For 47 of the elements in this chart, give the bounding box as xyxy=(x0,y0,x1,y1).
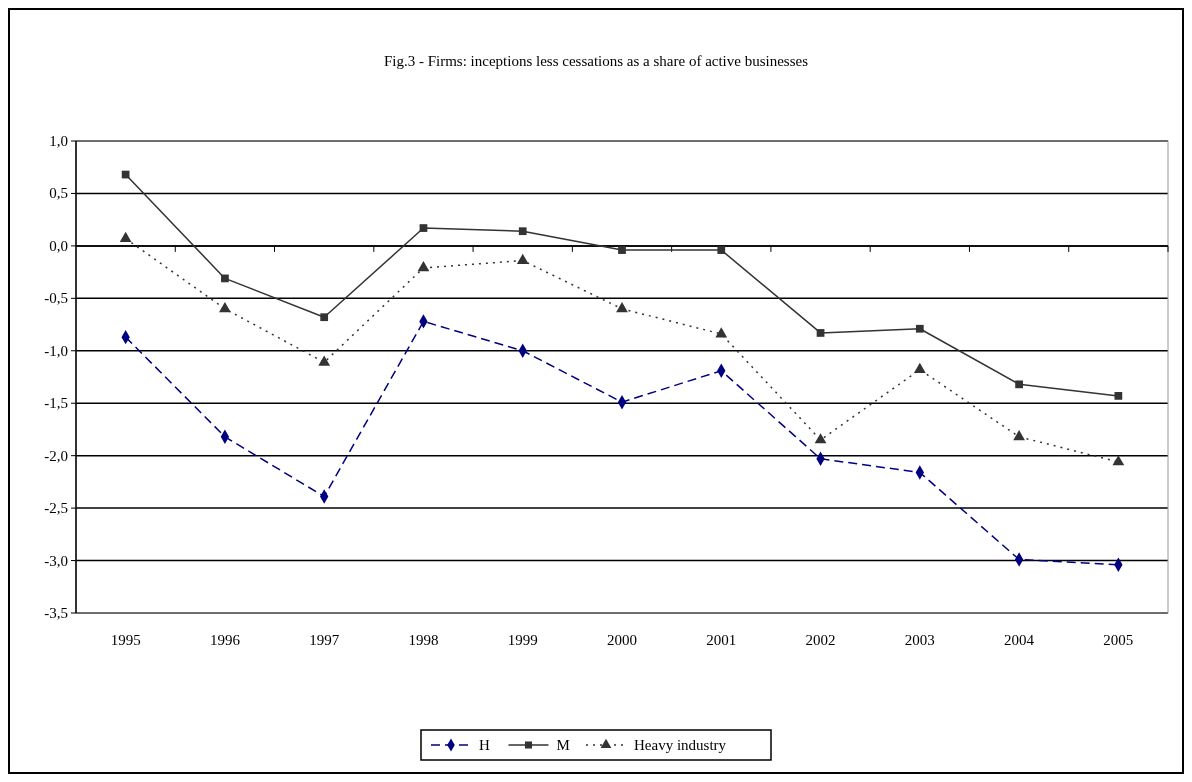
point xyxy=(417,261,430,272)
y-tick-label: -2,0 xyxy=(44,447,68,464)
y-tick-label: 1,0 xyxy=(49,133,68,149)
point xyxy=(219,302,231,313)
legend-label: Heavy industry xyxy=(634,737,727,753)
y-tick-label: -2,5 xyxy=(44,500,68,517)
point xyxy=(915,324,924,333)
y-tick-label: -3,5 xyxy=(44,605,68,621)
y-tick-label: -1,0 xyxy=(44,342,68,359)
x-tick-label: 2005 xyxy=(1103,632,1134,648)
x-tick-label: 2002 xyxy=(805,632,836,648)
x-tick-label: 1997 xyxy=(309,632,340,648)
point xyxy=(221,274,229,283)
y-tick-label: -3,0 xyxy=(44,552,68,569)
point xyxy=(119,231,132,242)
point xyxy=(814,433,827,444)
point xyxy=(1114,392,1123,400)
point xyxy=(419,224,428,232)
point xyxy=(816,329,825,337)
chart-title: Fig.3 - Firms: inceptions less cessations as a share of active businesses xyxy=(383,53,809,69)
point xyxy=(618,246,626,254)
x-tick-label: 2004 xyxy=(1004,632,1035,648)
point xyxy=(320,313,329,322)
y-tick-label: -0,5 xyxy=(44,290,68,307)
point xyxy=(518,227,527,236)
point xyxy=(121,170,130,179)
point xyxy=(1112,455,1125,466)
x-tick-label: 1998 xyxy=(408,632,439,648)
point xyxy=(516,253,529,264)
point xyxy=(1015,380,1023,389)
point xyxy=(1013,429,1025,441)
x-tick-label: 2001 xyxy=(706,632,737,648)
point xyxy=(913,362,926,374)
x-tick-label: 1995 xyxy=(110,632,141,648)
y-tick-label: 0,5 xyxy=(49,185,68,202)
point xyxy=(318,355,331,366)
x-tick-label: 2003 xyxy=(904,632,935,648)
x-tick-label: 2000 xyxy=(607,632,637,648)
x-tick-label: 1996 xyxy=(209,632,241,648)
point xyxy=(616,302,628,313)
point xyxy=(715,327,728,338)
legend-label: H xyxy=(479,737,490,753)
point xyxy=(717,246,726,254)
y-tick-label: -1,5 xyxy=(44,395,68,412)
y-tick-label: 0,0 xyxy=(49,237,68,254)
legend-label: M xyxy=(556,737,570,753)
x-tick-label: 1999 xyxy=(507,632,538,648)
